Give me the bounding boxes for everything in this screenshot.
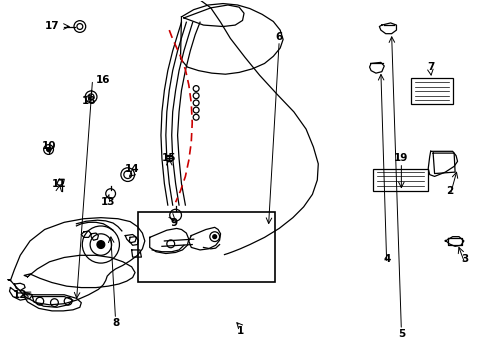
Bar [411, 78, 453, 104]
Circle shape [47, 148, 50, 152]
Text: 2: 2 [446, 186, 454, 196]
Text: 19: 19 [394, 153, 409, 163]
Text: 11: 11 [52, 179, 67, 189]
Text: 1: 1 [237, 325, 244, 336]
Text: 14: 14 [125, 164, 140, 174]
Text: 16: 16 [96, 75, 111, 85]
Text: 3: 3 [461, 254, 468, 264]
Text: 6: 6 [275, 32, 283, 41]
Bar [373, 168, 428, 191]
Bar [139, 212, 275, 282]
Text: 13: 13 [101, 197, 116, 207]
Text: 9: 9 [171, 218, 178, 228]
Text: 10: 10 [42, 141, 57, 151]
Text: 15: 15 [162, 153, 176, 163]
Text: 5: 5 [398, 329, 405, 339]
Circle shape [97, 240, 105, 248]
Circle shape [213, 235, 217, 239]
Text: 4: 4 [383, 254, 391, 264]
Text: 17: 17 [45, 21, 59, 31]
Text: 8: 8 [112, 319, 119, 328]
Text: 18: 18 [81, 96, 96, 106]
Text: 12: 12 [13, 290, 27, 300]
Text: 7: 7 [427, 62, 434, 72]
